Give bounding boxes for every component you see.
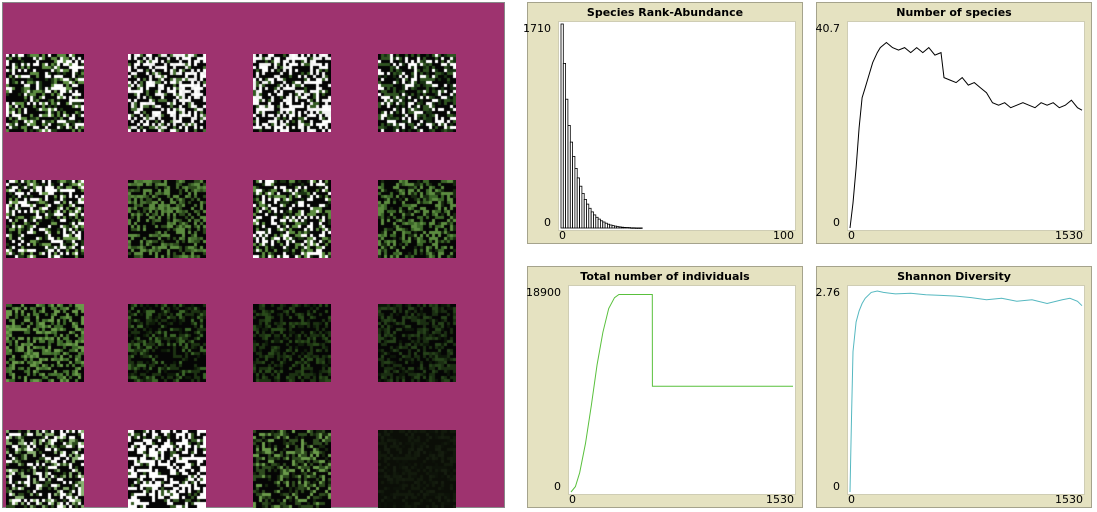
plot-title: Number of species xyxy=(896,6,1012,19)
plot-area xyxy=(847,21,1085,231)
plot-title: Species Rank-Abundance xyxy=(586,6,744,19)
series-line xyxy=(849,290,1083,493)
shannon-diversity-plot: Shannon Diversity 2.76 0 0 1530 xyxy=(816,266,1092,508)
y-min-label: 0 xyxy=(554,480,561,493)
habitat-patch[interactable] xyxy=(253,54,331,132)
plot-title: Shannon Diversity xyxy=(897,270,1011,283)
habitat-patch[interactable] xyxy=(6,180,84,258)
y-min-label: 0 xyxy=(544,216,551,229)
y-max-label: 18900 xyxy=(526,286,561,299)
x-min-label: 0 xyxy=(559,229,566,242)
plot-area xyxy=(847,285,1085,495)
habitat-patch[interactable] xyxy=(128,54,206,132)
x-min-label: 0 xyxy=(569,493,576,506)
habitat-patch[interactable] xyxy=(253,180,331,258)
habitat-patch[interactable] xyxy=(378,430,456,508)
rank-bar xyxy=(623,226,627,229)
y-max-label: 2.76 xyxy=(815,286,841,299)
x-max-label: 1530 xyxy=(1055,229,1083,242)
x-min-label: 0 xyxy=(848,493,855,506)
plot-svg xyxy=(560,23,643,229)
habitat-patch[interactable] xyxy=(253,304,331,382)
x-max-label: 1530 xyxy=(1055,493,1083,506)
rank-bar xyxy=(576,177,580,229)
plot-area xyxy=(558,21,796,231)
habitat-patch[interactable] xyxy=(6,54,84,132)
rank-bar xyxy=(600,220,604,229)
y-max-label: 1710 xyxy=(523,22,551,35)
x-max-label: 100 xyxy=(773,229,794,242)
x-min-label: 0 xyxy=(848,229,855,242)
plot-area xyxy=(568,285,796,495)
y-min-label: 0 xyxy=(833,480,840,493)
x-max-label: 1530 xyxy=(766,493,794,506)
series-line xyxy=(570,294,793,493)
plot-svg xyxy=(849,290,1083,493)
rank-bar xyxy=(565,98,569,229)
rank-abundance-plot: Species Rank-Abundance 1710 0 0 100 xyxy=(523,2,803,244)
habitat-patch[interactable] xyxy=(378,54,456,132)
plot-title: Total number of individuals xyxy=(580,270,750,283)
habitat-patch[interactable] xyxy=(128,430,206,508)
habitat-patch[interactable] xyxy=(253,430,331,508)
rank-bar xyxy=(639,227,643,229)
habitat-patch[interactable] xyxy=(128,304,206,382)
rank-bar xyxy=(611,225,615,229)
y-max-label: 40.7 xyxy=(815,22,841,35)
plot-svg xyxy=(570,294,793,493)
y-min-label: 0 xyxy=(833,216,840,229)
habitat-patch[interactable] xyxy=(378,304,456,382)
species-count-plot: Number of species 40.7 0 0 1530 xyxy=(816,2,1092,244)
habitat-patch[interactable] xyxy=(6,430,84,508)
world-view[interactable] xyxy=(2,2,505,508)
individuals-plot: Total number of individuals 18900 0 0 15… xyxy=(526,266,803,508)
series-line xyxy=(849,41,1083,229)
plot-svg xyxy=(849,41,1083,229)
habitat-patch[interactable] xyxy=(6,304,84,382)
habitat-patch[interactable] xyxy=(378,180,456,258)
rank-bar xyxy=(588,207,592,229)
habitat-patch[interactable] xyxy=(128,180,206,258)
rank-bar xyxy=(634,227,638,229)
